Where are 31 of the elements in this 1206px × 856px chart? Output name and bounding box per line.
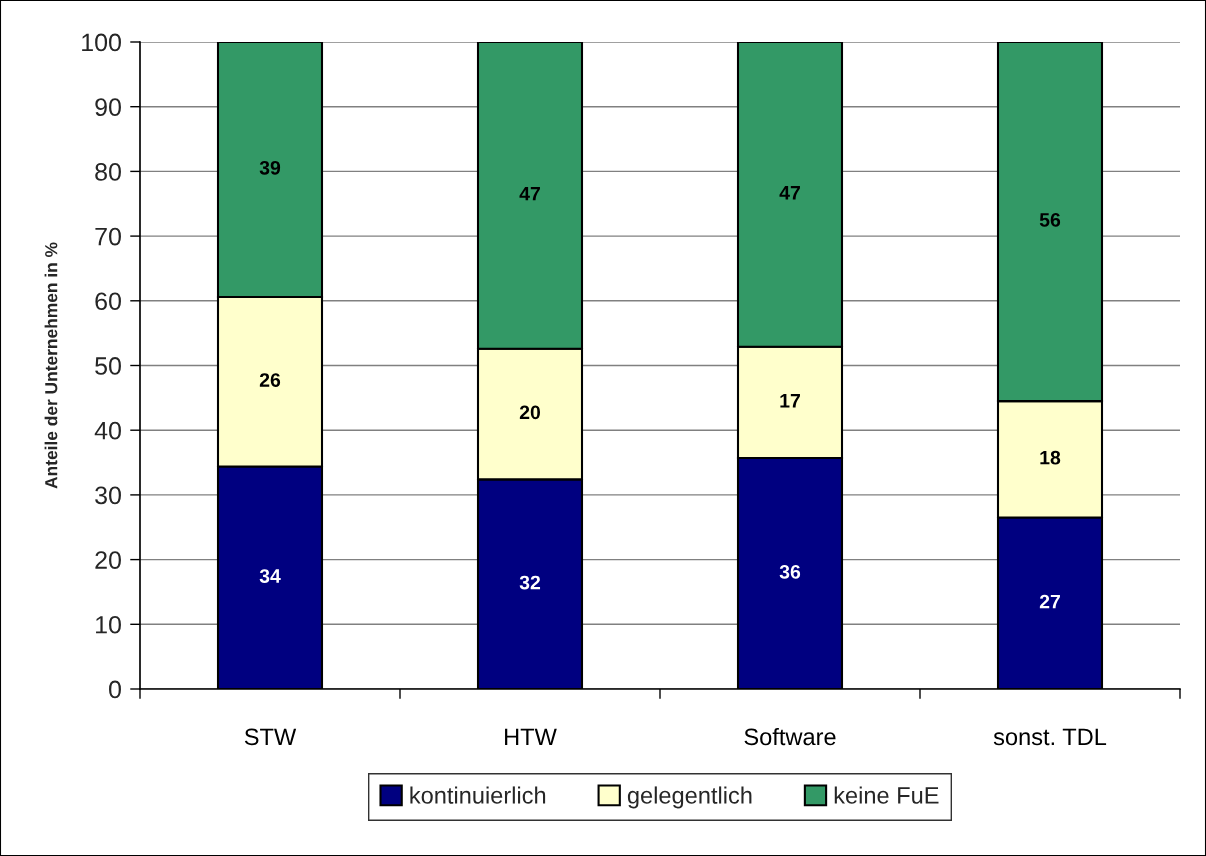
legend-label: gelegentlich <box>627 786 752 809</box>
y-tick-label: 0 <box>109 680 121 699</box>
data-label: 26 <box>259 373 281 387</box>
x-tick-label: Software <box>744 727 836 746</box>
y-tick-label: 100 <box>82 33 121 52</box>
data-label: 20 <box>519 405 541 420</box>
data-label: 18 <box>1040 450 1061 465</box>
legend-label: kontinuierlich <box>410 786 546 804</box>
x-tick-label: HTW <box>505 728 557 745</box>
x-tick-label: STW <box>244 728 297 746</box>
data-label: 34 <box>259 569 281 583</box>
y-tick-label: 20 <box>95 551 121 569</box>
y-tick-label: 10 <box>96 615 121 634</box>
data-label: 27 <box>1039 594 1060 609</box>
data-label: 56 <box>1039 212 1061 227</box>
data-label: 36 <box>779 564 801 579</box>
data-label: 47 <box>779 186 800 200</box>
data-label: 39 <box>259 160 281 175</box>
y-tick-label: 50 <box>95 357 121 375</box>
x-tick-label: sonst. TDL <box>993 728 1107 746</box>
data-label: 32 <box>519 575 541 590</box>
legend-label: keine FuE <box>834 786 939 804</box>
data-label: 47 <box>519 186 540 201</box>
data-label: 17 <box>780 394 800 408</box>
y-tick-label: 70 <box>95 227 121 246</box>
y-axis-title: Anteile der Unternehmen in % <box>44 242 58 489</box>
y-tick-label: 60 <box>95 292 121 311</box>
y-tick-label: 90 <box>95 98 121 116</box>
y-tick-label: 30 <box>95 486 121 505</box>
y-tick-label: 80 <box>95 163 121 181</box>
y-tick-label: 40 <box>94 421 121 440</box>
